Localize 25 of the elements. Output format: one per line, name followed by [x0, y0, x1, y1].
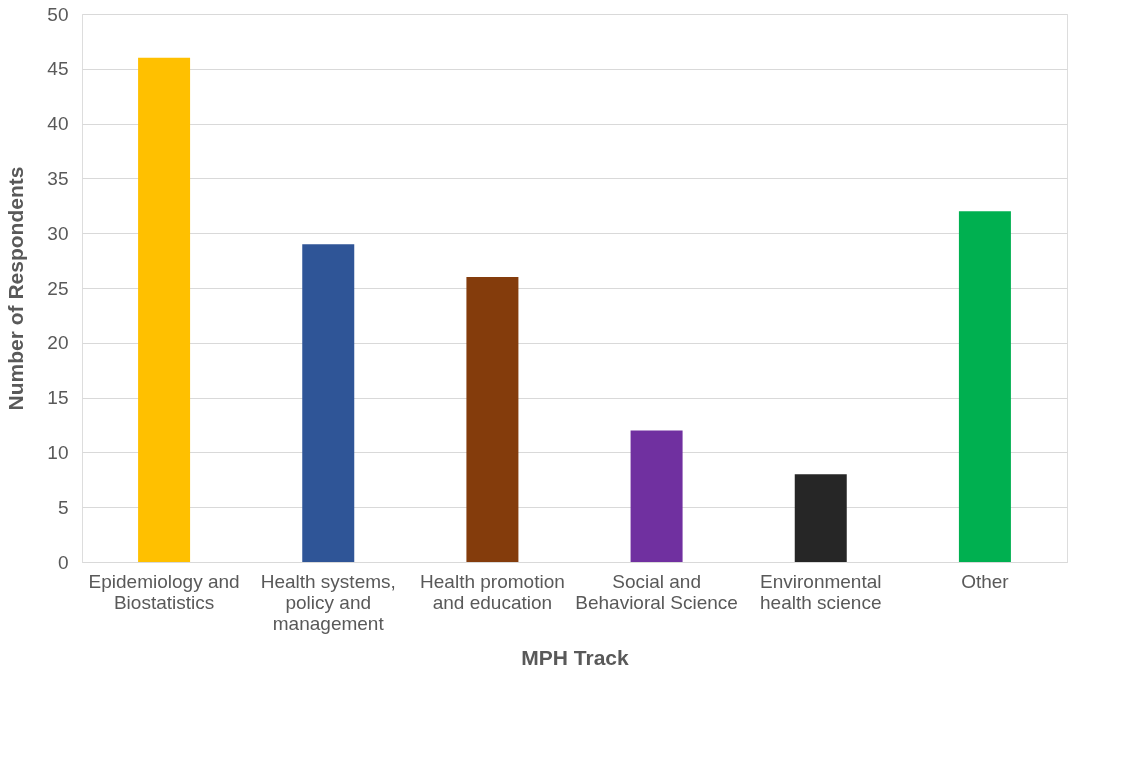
- bar: [138, 57, 191, 562]
- x-tick-label: Health promotion and education: [420, 570, 565, 613]
- bar: [302, 244, 355, 562]
- bar: [794, 474, 847, 562]
- y-axis-title: Number of Respondents: [4, 166, 28, 411]
- x-axis-title: MPH Track: [521, 645, 629, 669]
- y-tick-label: 35: [47, 167, 69, 189]
- y-tick-label: 25: [47, 277, 69, 299]
- y-tick-label: 0: [57, 551, 69, 573]
- x-tick-label: Social and Behavioral Science: [575, 570, 738, 613]
- y-tick-label: 30: [47, 222, 69, 244]
- y-tick-label: 20: [47, 332, 69, 354]
- y-tick-label: 10: [47, 441, 69, 463]
- y-tick-label: 50: [47, 3, 69, 25]
- x-tick-label: Environmental health science: [760, 570, 882, 613]
- x-tick-label: Other: [961, 570, 1010, 592]
- x-tick-label: Health systems, policy and management: [260, 570, 396, 634]
- bar: [958, 211, 1011, 562]
- y-tick-label: 40: [47, 113, 69, 135]
- bar: [630, 430, 683, 562]
- bar: [466, 277, 519, 562]
- y-tick-label: 15: [47, 387, 69, 409]
- y-tick-label: 5: [57, 496, 69, 518]
- x-tick-label: Epidemiology and Biostatistics: [88, 570, 240, 613]
- y-tick-label: 45: [47, 58, 69, 80]
